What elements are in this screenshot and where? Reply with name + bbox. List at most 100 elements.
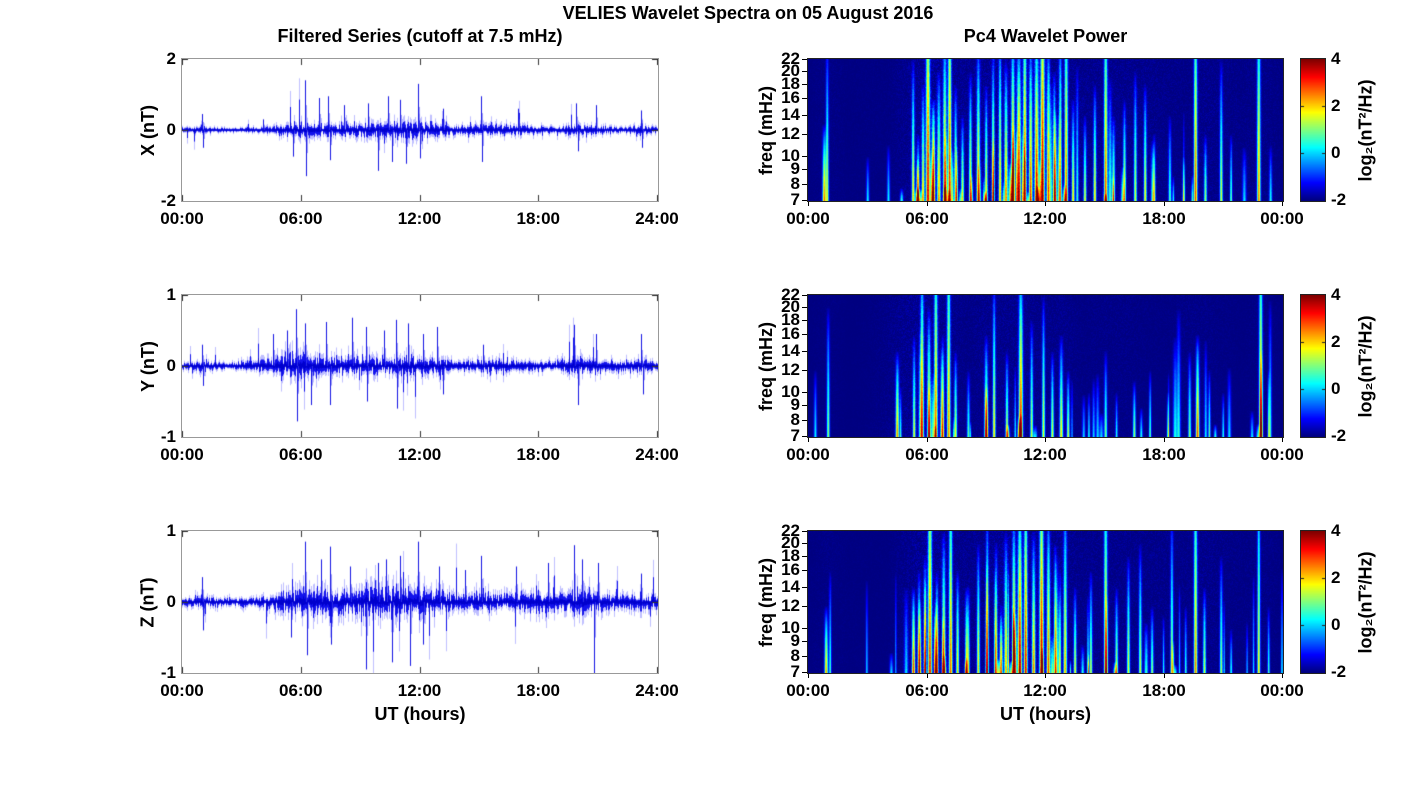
spec-xtick-mark [1045,438,1046,442]
ts-xtick-label: 18:00 [516,445,560,464]
ts-xtick-label: 18:00 [516,209,560,228]
spec-ytick-label: 14 [781,340,800,360]
ts-ytick-label: 0 [166,592,176,611]
spec-ytick-mark [802,405,807,406]
spec-ytick-label: 20 [781,296,800,316]
spec-ytick-label: 22 [781,49,800,68]
spec-ytick-label: 10 [781,618,800,638]
colorbar-y-canvas [1300,294,1326,438]
spec-xtick-mark [808,438,809,442]
spec-ytick-mark [802,672,807,673]
spec-xtick-label: 06:00 [905,681,949,700]
spec-xtick-label: 12:00 [1023,445,1067,464]
spec-ytick-mark [802,570,807,571]
ts-ytick-label: 0 [166,356,176,375]
spec-ytick-label: 12 [781,359,800,379]
spec-ytick-mark [802,351,807,352]
timeseries-z-canvas [181,530,659,674]
spec-ytick-mark [802,200,807,201]
spec-ytick-label: 9 [790,631,800,651]
spec-ytick-label: 20 [781,532,800,552]
ts-ytick-label: -2 [160,191,176,210]
spec-xtick-mark [927,674,928,678]
spec-ytick-mark [802,184,807,185]
spec-ytick-label: 16 [781,560,800,580]
colorbar-tick-label: 2 [1331,96,1341,115]
spec-ytick-mark [802,134,807,135]
left-column-title: Filtered Series (cutoff at 7.5 mHz) [277,26,563,46]
spec-xtick-label: 18:00 [1142,209,1186,228]
spec-ytick-mark [802,628,807,629]
ts-xtick-label: 24:00 [635,445,679,464]
spec-ytick-label: 8 [790,173,800,193]
spec-ytick-label: 22 [781,521,800,540]
spec-ytick-label: 18 [781,545,800,565]
spec-xtick-mark [1045,202,1046,206]
ts-ytick-label: 1 [166,521,176,540]
ts-ytick-label: 2 [166,49,176,68]
colorbar-tick-label: 2 [1331,332,1341,351]
spec-ytick-mark [802,295,807,296]
spec-ytick-label: 7 [790,662,800,681]
spec-ytick-mark [802,169,807,170]
spec-ytick-label: 20 [781,60,800,80]
ts-ytick-label: -1 [160,663,176,682]
colorbar-tick-label: -2 [1331,190,1347,209]
colorbar-tick-label: 0 [1331,379,1341,398]
spec-ytick-mark [802,98,807,99]
spec-xtick-mark [808,674,809,678]
ts-xtick-label: 12:00 [397,209,442,228]
spec-ytick-mark [802,334,807,335]
ts-xtick-label: 12:00 [397,681,442,700]
spec-ytick-label: 7 [790,190,800,209]
right-xlabel: UT (hours) [1000,704,1091,724]
spec-ytick-mark [802,71,807,72]
colorbar-tick-label: 0 [1331,143,1341,162]
spec-xtick-label: 00:00 [1260,209,1304,228]
spec-ytick-mark [802,606,807,607]
spec-xtick-mark [1282,438,1283,442]
spec-xtick-label: 00:00 [786,209,830,228]
spec-ytick-mark [802,84,807,85]
spec-xtick-mark [1282,202,1283,206]
spec-ytick-label: 8 [790,409,800,429]
colorbar-label-x-text: log₂(nT²/Hz) [1355,79,1376,181]
spec-ytick-mark [802,59,807,60]
spec-ytick-label: 8 [790,645,800,665]
spec-ytick-label: 12 [781,595,800,615]
spec-xtick-mark [1045,674,1046,678]
spec-ytick-label: 9 [790,159,800,179]
spec-ytick-mark [802,307,807,308]
colorbar-tick-label: 2 [1331,568,1341,587]
spec-xtick-label: 18:00 [1142,681,1186,700]
spec-ytick-label: 9 [790,395,800,415]
spec-xtick-mark [1164,202,1165,206]
colorbar-x-canvas [1300,58,1326,202]
spec-xtick-label: 00:00 [786,445,830,464]
spec-xtick-label: 12:00 [1023,681,1067,700]
spec-ytick-mark [802,641,807,642]
spec-ytick-label: 18 [781,73,800,93]
colorbar-z-canvas [1300,530,1326,674]
ts-xtick-label: 00:00 [160,445,204,464]
spec-xtick-mark [1282,674,1283,678]
spec-xtick-label: 00:00 [1260,445,1304,464]
spec-ytick-mark [802,556,807,557]
figure-title: VELIES Wavelet Spectra on 05 August 2016 [562,3,934,23]
spec-xtick-mark [808,202,809,206]
colorbar-label-y-text: log₂(nT²/Hz) [1355,315,1376,417]
spec-xtick-mark [927,202,928,206]
ts-xtick-label: 00:00 [160,681,204,700]
timeseries-x-canvas [181,58,659,202]
spec-xtick-label: 00:00 [786,681,830,700]
spec-ytick-mark [802,115,807,116]
colorbar-tick-label: -2 [1331,662,1347,681]
spec-ytick-mark [802,543,807,544]
colorbar-label-z-text: log₂(nT²/Hz) [1355,551,1376,653]
spec-ytick-label: 12 [781,123,800,143]
left-xlabel: UT (hours) [374,704,466,724]
spec-xtick-mark [1164,674,1165,678]
spectrogram-x-canvas [807,58,1284,202]
spec-ytick-label: 7 [790,426,800,445]
spec-ytick-label: 22 [781,285,800,304]
